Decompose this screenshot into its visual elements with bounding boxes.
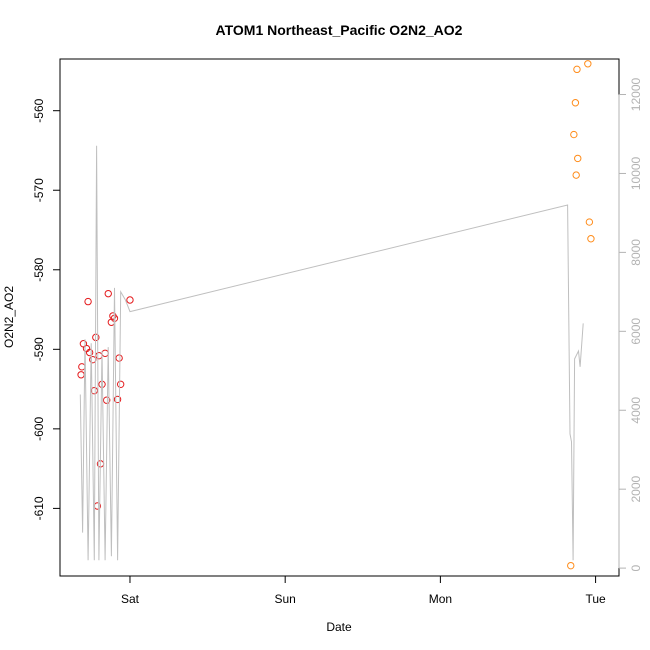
series-line	[79, 145, 584, 561]
y-axis-left: -560 -570 -580 -590 -600 -610	[32, 98, 61, 520]
data-point	[573, 65, 581, 74]
y-tick-label: -560	[32, 98, 46, 122]
y-tick-label: -570	[32, 178, 46, 202]
series-layer	[77, 60, 595, 570]
y2-tick-label: 2000	[629, 476, 643, 503]
x-axis: Sat Sun Mon Tue	[121, 575, 606, 606]
x-tick-label: Sat	[121, 592, 140, 606]
y-tick-label: -610	[32, 496, 46, 520]
data-point	[585, 218, 594, 226]
data-point	[571, 99, 580, 107]
data-point	[572, 171, 580, 179]
data-point	[587, 235, 595, 243]
x-axis-label: Date	[326, 620, 352, 634]
x-tick-label: Tue	[585, 592, 606, 606]
data-point	[126, 296, 134, 304]
y2-tick-label: 4000	[629, 397, 643, 424]
y2-tick-label: 12000	[629, 78, 643, 112]
data-point	[574, 154, 582, 163]
data-point	[584, 60, 592, 68]
data-point	[84, 297, 92, 306]
y-tick-label: -590	[32, 337, 46, 361]
y2-tick-label: 0	[629, 564, 643, 571]
x-tick-label: Sun	[274, 592, 295, 606]
data-point	[89, 355, 97, 364]
data-point	[104, 289, 112, 298]
data-point	[115, 354, 123, 362]
y-tick-label: -580	[32, 257, 46, 281]
data-point	[570, 130, 578, 139]
data-point	[113, 395, 122, 404]
data-point	[567, 561, 575, 570]
y-axis-right: 0 2000 4000 6000 8000 10000 12000	[618, 78, 643, 571]
chart-title: ATOM1 Northeast_Pacific O2N2_AO2	[216, 22, 463, 38]
y2-tick-label: 10000	[629, 156, 643, 190]
y2-tick-label: 8000	[629, 239, 643, 266]
y-tick-label: -600	[32, 417, 46, 441]
x-tick-label: Mon	[429, 592, 452, 606]
data-point	[85, 348, 94, 357]
data-point	[116, 380, 125, 389]
y-axis-label: O2N2_AO2	[2, 286, 16, 348]
data-point	[102, 396, 111, 404]
y2-tick-label: 6000	[629, 318, 643, 345]
